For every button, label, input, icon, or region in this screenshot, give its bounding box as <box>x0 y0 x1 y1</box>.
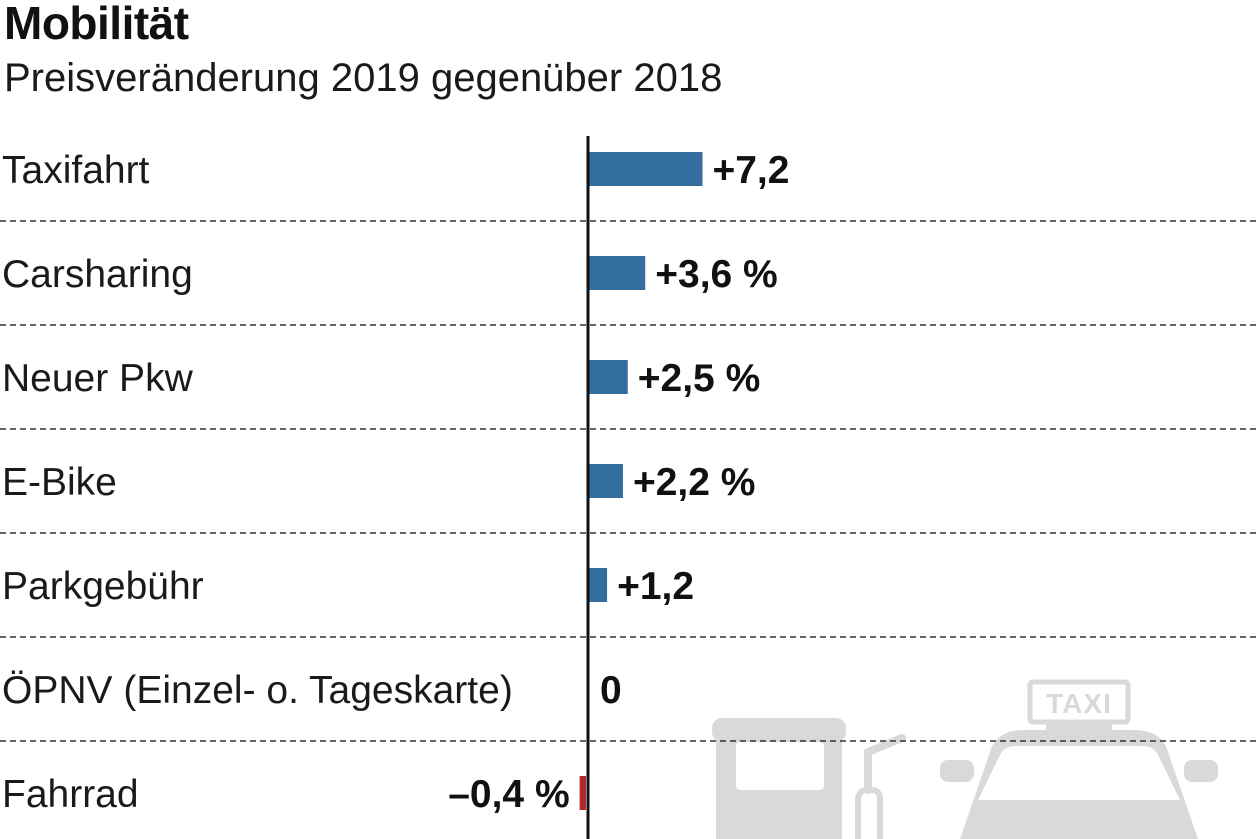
bar <box>588 464 623 498</box>
category-label: ÖPNV (Einzel- o. Tageskarte) <box>2 669 513 712</box>
taxi-sign-text: TAXI <box>1046 688 1112 719</box>
category-label: E-Bike <box>2 461 117 504</box>
category-label: Taxifahrt <box>2 149 150 192</box>
category-label: Fahrrad <box>2 773 139 816</box>
taxi-icon: TAXI <box>940 679 1218 839</box>
bar <box>588 256 646 290</box>
category-label: Neuer Pkw <box>2 357 194 400</box>
bar <box>588 568 608 602</box>
value-label: –0,4 % <box>448 773 569 816</box>
category-label: Parkgebühr <box>2 565 204 608</box>
value-label: +2,5 % <box>638 357 761 400</box>
chart-title: Mobilität <box>4 0 189 49</box>
value-label: +3,6 % <box>655 253 778 296</box>
bar <box>588 152 703 186</box>
chart-subtitle: Preisveränderung 2019 gegenüber 2018 <box>4 56 723 100</box>
value-label: +7,2 <box>712 149 789 192</box>
value-label: +1,2 <box>617 565 694 608</box>
fuel-pump-icon <box>712 718 906 839</box>
value-label: +2,2 % <box>633 461 756 504</box>
bar <box>579 776 586 810</box>
bar <box>588 360 628 394</box>
category-label: Carsharing <box>2 253 193 296</box>
value-label: 0 <box>600 669 622 712</box>
